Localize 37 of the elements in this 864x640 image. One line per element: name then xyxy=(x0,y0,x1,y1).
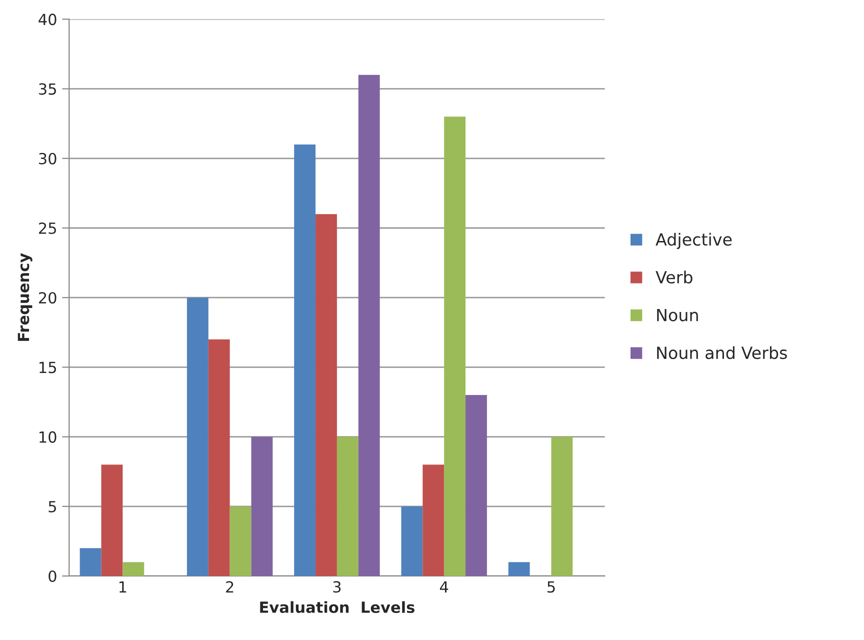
y-tick-label: 40 xyxy=(38,14,56,26)
bar xyxy=(401,506,423,576)
bar xyxy=(444,116,466,576)
y-tick-label: 5 xyxy=(48,501,56,512)
y-tick-label: 15 xyxy=(40,362,56,374)
bar xyxy=(316,214,337,576)
bar xyxy=(208,339,230,576)
y-tick-label: 30 xyxy=(39,152,56,164)
x-tick-label: 3 xyxy=(333,581,341,593)
legend-label: Noun xyxy=(657,308,698,322)
y-tick-label: 10 xyxy=(40,431,56,443)
bar xyxy=(230,506,252,576)
bar xyxy=(186,298,208,576)
bar xyxy=(122,562,144,576)
bar xyxy=(294,144,316,576)
x-axis-title: Evaluation Levels xyxy=(260,601,414,614)
bar xyxy=(551,436,573,576)
legend-label: Adjective xyxy=(656,232,732,249)
bar xyxy=(101,464,123,576)
bar xyxy=(508,562,530,576)
bar xyxy=(466,395,487,576)
bar xyxy=(80,548,102,576)
y-tick-label: 20 xyxy=(38,292,56,304)
x-tick-label: 5 xyxy=(548,581,555,593)
bar xyxy=(422,464,444,576)
x-tick-label: 4 xyxy=(440,581,448,592)
bar xyxy=(251,436,273,576)
legend-label: Noun and Verbs xyxy=(657,346,787,360)
bar xyxy=(336,436,358,576)
y-tick-label: 0 xyxy=(48,570,56,582)
x-tick-label: 1 xyxy=(120,581,126,592)
legend-label: Verb xyxy=(656,270,692,284)
y-tick-label: 25 xyxy=(38,222,56,234)
y-tick-label: 35 xyxy=(39,83,56,95)
y-axis-title: Frequency xyxy=(18,253,32,341)
bar xyxy=(358,74,380,576)
x-tick-label: 2 xyxy=(226,581,234,592)
